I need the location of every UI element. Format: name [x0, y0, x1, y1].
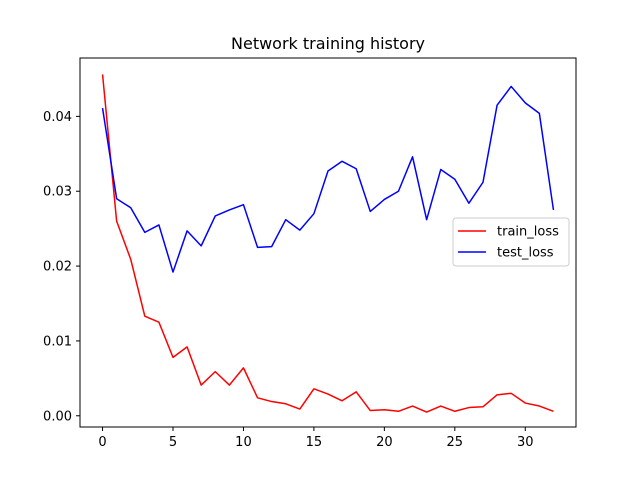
legend-label-train_loss: train_loss	[497, 225, 559, 240]
y-tick-label: 0.03	[43, 185, 72, 200]
x-tick-label: 25	[447, 435, 464, 450]
plot-area	[101, 74, 555, 413]
x-axis: 0 5 10 15 20 25 30	[98, 427, 534, 450]
x-tick-label: 30	[517, 435, 534, 450]
y-tick-label: 0.02	[43, 260, 72, 275]
x-tick-label: 5	[169, 435, 177, 450]
legend: train_loss test_loss	[452, 217, 570, 267]
x-tick-label: 10	[235, 435, 252, 450]
legend-label-test_loss: test_loss	[497, 246, 554, 261]
y-axis: 0.00 0.01 0.02 0.03 0.04	[43, 110, 80, 424]
series-line-train_loss	[101, 74, 554, 413]
y-tick-label: 0.04	[43, 110, 72, 125]
y-tick-label: 0.01	[43, 334, 72, 349]
plot-frame	[79, 57, 577, 428]
x-tick-label: 20	[376, 435, 393, 450]
series-line-test_loss	[101, 85, 555, 273]
x-tick-label: 15	[306, 435, 323, 450]
x-tick-label: 0	[98, 435, 106, 450]
chart-title: Network training history	[231, 34, 425, 53]
y-tick-label: 0.00	[43, 409, 72, 424]
legend-box	[452, 217, 570, 267]
